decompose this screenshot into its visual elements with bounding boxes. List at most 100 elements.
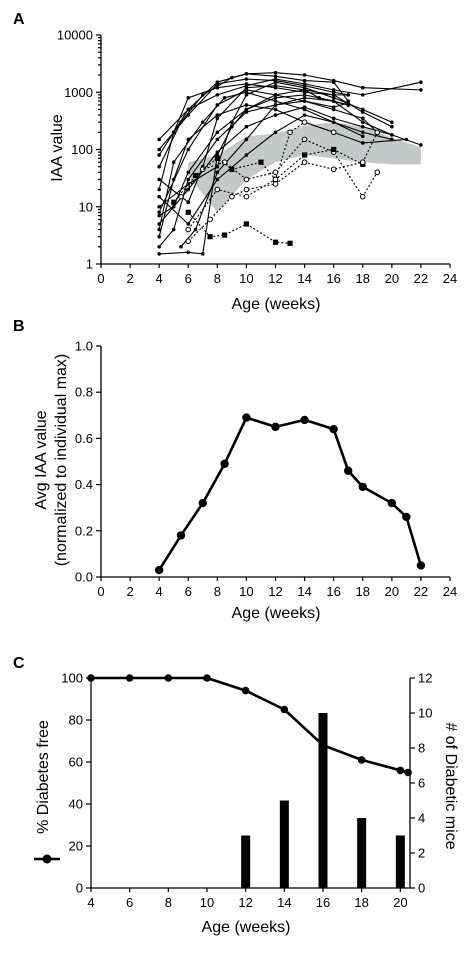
panel-a-point [346, 93, 351, 97]
panel-a-point [331, 95, 336, 100]
panel-a-series-16 [178, 136, 381, 200]
panel-a-series-line [158, 104, 407, 237]
panel-a-point [200, 252, 205, 256]
panel-a-point [215, 85, 220, 90]
panel-b-y-tick-label: 1.0 [75, 339, 93, 354]
panel-c-y-axis-label-right: # of Diabetic mice [442, 722, 459, 849]
panel-a-point [157, 227, 161, 232]
panel-a-point [390, 120, 394, 124]
panel-c-y-tick-label: 20 [69, 839, 83, 854]
panel-a-point [157, 204, 161, 209]
panel-b-y-tick-label: 0.0 [75, 570, 93, 585]
panel-a-point [360, 124, 365, 129]
panel-a-point [360, 116, 365, 121]
panel-a-point [215, 93, 220, 97]
panel-a-point [244, 153, 249, 157]
panel-b-point [176, 531, 186, 540]
panel-b: B 0 2 4 6 8 10 12 14 16 18 20 22 240.00.20.40.60.81.… [13, 318, 457, 622]
panel-b-x-tick-label: 2 [126, 584, 133, 599]
panel-a-x-tick-label: 18 [356, 271, 370, 286]
panel-c-x-tick-label: 20 [393, 895, 407, 910]
panel-c-x-axis-label: Age (weeks) [202, 919, 291, 936]
panel-a-point [244, 124, 249, 129]
panel-c-bar [241, 835, 251, 888]
panel-a-point [157, 194, 161, 199]
panel-a-point [186, 95, 191, 100]
panel-a-point [186, 170, 191, 175]
panel-a-point [157, 164, 161, 169]
panel-a-point [360, 141, 365, 145]
panel-a-point [272, 239, 279, 245]
panel-a-point [302, 73, 307, 77]
panel-a-point [331, 99, 336, 103]
panel-c-y-tick-label-right: 6 [418, 776, 425, 791]
panel-a-point [273, 70, 278, 75]
panel-a-point [243, 193, 250, 200]
panel-a-y-tick-label: 100 [71, 142, 93, 157]
panel-b-x-tick-label: 12 [268, 584, 282, 599]
panel-a-point [171, 227, 176, 232]
panel-c-point [125, 674, 134, 682]
panel-b-point [402, 512, 411, 522]
panel-a-point [302, 88, 307, 92]
panel-b-point [242, 413, 251, 422]
panel-a-point [243, 176, 250, 183]
panel-a-point [360, 130, 365, 135]
panel-a-point [157, 244, 161, 249]
panel-c-y-tick-label-right: 2 [418, 846, 425, 861]
panel-a-point [359, 193, 366, 200]
panel-a-point [360, 107, 365, 112]
panel-a-point [229, 193, 235, 200]
panel-a-x-tick-label: 14 [297, 271, 311, 286]
panel-a-point [199, 166, 206, 173]
panel-c-y-tick-label: 100 [61, 671, 83, 686]
panel-a-point [186, 187, 191, 192]
panel-a-point [193, 227, 198, 232]
panel-b-point [154, 565, 164, 575]
panel-b-point [198, 498, 207, 508]
panel-c-legend-line-symbol [34, 854, 60, 864]
panel-a-point [171, 199, 177, 205]
panel-a-point [200, 120, 205, 124]
panel-a-point [390, 124, 394, 129]
panel-a-point [214, 155, 220, 161]
panel-a-point [157, 210, 161, 215]
panel-c-label: C [13, 655, 25, 672]
panel-a-x-tick-label: 16 [326, 271, 340, 286]
panel-a-point [186, 107, 191, 112]
panel-a-point [360, 120, 365, 124]
panel-a-series-1 [157, 72, 351, 169]
panel-a-point [331, 146, 337, 153]
panel-b-y-axis-label-2: (normalized to individual max) [53, 354, 70, 567]
panel-a-point [273, 113, 278, 117]
panel-b-point [358, 482, 367, 492]
panel-a-point [157, 213, 161, 218]
panel-a-x-tick-label: 4 [156, 271, 163, 286]
panel-a-point [346, 103, 351, 107]
panel-a-series-line [180, 97, 349, 248]
panel-a-point [215, 82, 220, 86]
panel-c-bar [357, 818, 367, 888]
panel-b-x-tick-label: 22 [414, 584, 428, 599]
panel-a-series-line [158, 78, 422, 156]
panel-a-point [374, 129, 381, 136]
panel-b-x-tick-label: 18 [356, 584, 370, 599]
panel-b-point [416, 561, 426, 570]
panel-a-point [258, 159, 264, 165]
panel-b-x-tick-label: 4 [156, 584, 163, 599]
panel-a-point [215, 137, 220, 142]
panel-b-x-tick-label: 14 [297, 584, 311, 599]
panel-b-y-tick-label: 0.8 [75, 385, 93, 400]
panel-a-y-tick-label: 1 [86, 257, 93, 272]
panel-c-y-tick-label-right: 4 [418, 811, 425, 826]
panel-a-point [229, 166, 235, 172]
panel-a-point [301, 136, 308, 143]
panel-c-y-tick-label-right: 0 [418, 881, 425, 896]
panel-a-series-15 [179, 95, 351, 249]
panel-a-shaded-band [188, 122, 421, 213]
panel-a-point [331, 120, 336, 124]
panel-b-point [271, 422, 280, 432]
panel-c-bar [318, 713, 328, 888]
